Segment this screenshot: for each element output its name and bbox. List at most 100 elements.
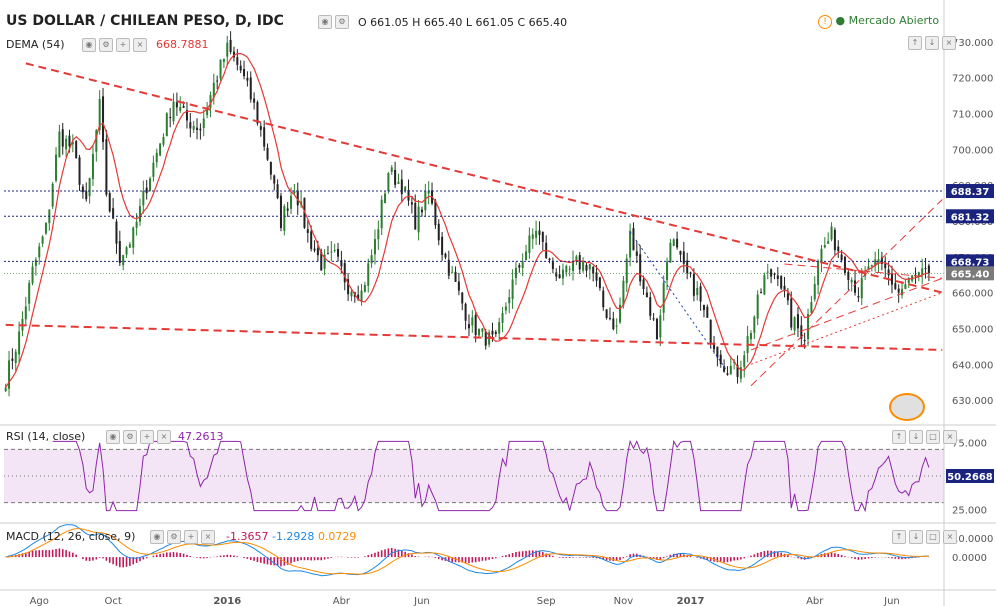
candle-body [155, 152, 158, 163]
pane-controls-price[interactable]: ↑ ↓ × [908, 36, 956, 50]
candle-body [555, 272, 558, 277]
candle-body [619, 304, 622, 323]
pane-controls-macd[interactable]: ↑ ↓ □ × [892, 530, 957, 544]
candle-body [494, 331, 497, 334]
candle-body [138, 206, 141, 222]
candle-body [484, 331, 487, 346]
arrow-up-icon: ↑ [892, 430, 906, 444]
arrow-up-icon: ↑ [908, 36, 922, 50]
candle-body [454, 271, 457, 282]
dema-tools[interactable]: ◉ ⚙ + × [82, 38, 147, 52]
price-label: 668.73 [951, 257, 990, 268]
candle-body [756, 294, 759, 319]
candle-body [726, 373, 729, 375]
candle-body [880, 257, 883, 264]
candle-body [535, 230, 538, 238]
candle-body [330, 251, 333, 253]
candle-body [102, 96, 105, 143]
candle-body [531, 234, 534, 239]
candle-body [279, 195, 282, 228]
candle-body [904, 284, 907, 289]
pane-controls-rsi[interactable]: ↑ ↓ □ × [892, 430, 957, 444]
candle-body [313, 248, 316, 251]
close-icon: × [942, 36, 956, 50]
candle-body [501, 312, 504, 323]
trendline [784, 263, 943, 279]
rsi-last-box [946, 469, 994, 483]
candle-body [662, 282, 665, 313]
candle-body [65, 138, 68, 150]
candle-body [827, 241, 830, 244]
candle-body [38, 246, 41, 258]
candle-body [810, 302, 813, 313]
arrow-down-icon: ↓ [925, 36, 939, 50]
candle-body [672, 239, 675, 246]
candle-body [78, 157, 81, 185]
candle-body [88, 178, 91, 197]
candle-body [367, 263, 370, 286]
macd-label[interactable]: MACD (12, 26, close, 9) [6, 530, 136, 543]
candle-body [81, 186, 84, 193]
candle-body [833, 229, 836, 251]
candle-body [793, 317, 796, 331]
macd-tools[interactable]: ◉ ⚙ + × [150, 530, 215, 544]
candle-body [655, 318, 658, 340]
candle-body [397, 181, 400, 184]
candle-body [538, 230, 541, 235]
price-tick-label: 710.000 [952, 110, 993, 121]
rsi-label[interactable]: RSI (14, close) [6, 430, 86, 443]
candle-body [206, 109, 209, 116]
price-label: 681.32 [951, 212, 990, 223]
candle-body [713, 342, 716, 350]
candle-body [28, 282, 31, 304]
candle-body [625, 258, 628, 284]
price-label: 665.40 [951, 269, 990, 280]
candle-body [874, 259, 877, 267]
eye-icon: ◉ [318, 15, 332, 29]
candle-body [622, 280, 625, 306]
candle-body [202, 118, 205, 129]
candle-body [236, 57, 239, 65]
candle-body [316, 248, 319, 256]
candle-body [112, 208, 115, 219]
candle-body [578, 255, 581, 270]
candle-body [773, 273, 776, 275]
settings-icon: ⚙ [167, 530, 181, 544]
candle-body [196, 127, 199, 130]
candle-body [263, 127, 266, 147]
candle-body [689, 272, 692, 274]
candle-body [645, 292, 648, 298]
price-pane [4, 31, 944, 397]
header-tools[interactable]: ◉ ⚙ [318, 15, 349, 29]
time-tick-label: 2017 [677, 596, 705, 606]
candle-body [273, 175, 276, 184]
candle-body [51, 183, 54, 207]
candle-body [417, 206, 420, 233]
add-icon: + [116, 38, 130, 52]
dema-label[interactable]: DEMA (54) [6, 38, 65, 51]
candle-body [608, 317, 611, 319]
rsi-tools[interactable]: ◉ ⚙ + × [106, 430, 171, 444]
candle-body [702, 305, 705, 311]
candle-body [575, 256, 578, 261]
candle-body [551, 260, 554, 269]
candle-body [796, 314, 799, 329]
candle-body [639, 254, 642, 282]
candle-body [85, 191, 88, 200]
candle-body [189, 122, 192, 129]
candle-body [568, 268, 571, 270]
symbol-title[interactable]: US DOLLAR / CHILEAN PESO, D, IDC [6, 13, 284, 29]
candle-body [269, 162, 272, 175]
trendline [750, 199, 943, 387]
candle-body [162, 136, 165, 145]
price-tick-label: 650.000 [952, 324, 993, 335]
candle-body [91, 153, 94, 179]
us-flag-icon[interactable] [889, 393, 925, 421]
time-tick-label: Jun [413, 596, 430, 606]
signal-line [5, 528, 929, 575]
candle-body [508, 297, 511, 304]
candle-body [669, 242, 672, 263]
candle-body [884, 263, 887, 269]
